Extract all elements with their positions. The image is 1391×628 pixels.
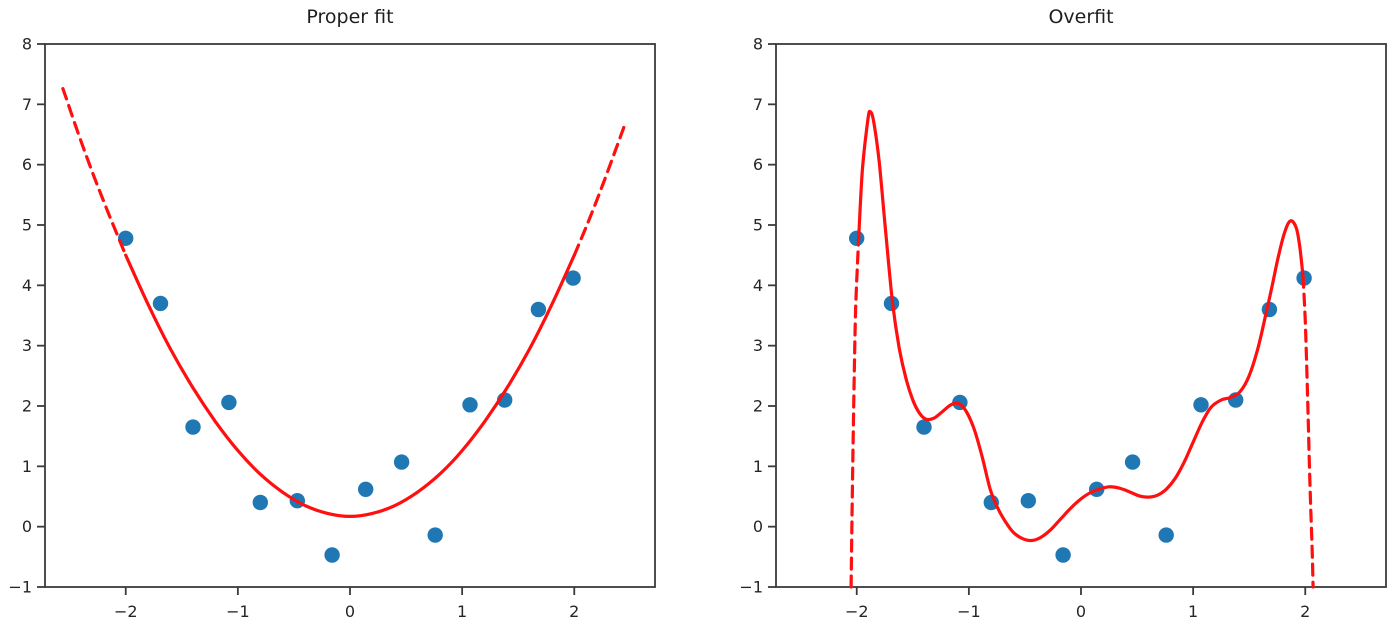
fit-curve-solid (856, 109, 1305, 543)
scatter-point (1055, 547, 1071, 563)
y-tick-label: 3 (22, 336, 32, 355)
x-tick-label: −1 (957, 602, 981, 621)
fit-curve-dashed-left (849, 241, 860, 589)
y-tick-label: 4 (22, 276, 32, 295)
x-tick-label: −1 (226, 602, 250, 621)
y-tick-label: 2 (753, 397, 763, 416)
y-tick-label: −1 (739, 578, 763, 597)
x-tick-label: −2 (845, 602, 869, 621)
scatter-point (1124, 454, 1141, 470)
y-tick-label: 1 (22, 457, 32, 476)
scatter-point (849, 230, 865, 246)
plot-title-proper-fit: Proper fit (306, 6, 394, 28)
y-tick-label: −1 (8, 578, 32, 597)
y-tick-label: 0 (22, 517, 32, 536)
scatter-point (1158, 527, 1174, 543)
fit-curve-dashed-right (572, 120, 628, 257)
y-tick-label: 3 (753, 336, 763, 355)
scatter-point (252, 494, 268, 511)
scatter-point (324, 547, 340, 563)
y-tick-label: 0 (753, 517, 763, 536)
scatter-point (185, 419, 201, 435)
plot-title-overfit: Overfit (1048, 6, 1114, 28)
subplot-0: −2 −1 0 1 2 −1 0 1 2 3 4 5 6 7 8 (8, 35, 656, 621)
x-tick-label: 1 (1188, 602, 1198, 621)
fit-curve-dashed-left (61, 87, 128, 257)
y-tick-label: 6 (753, 155, 763, 174)
y-tick-label: 1 (753, 457, 763, 476)
scatter-point (916, 419, 932, 435)
subplot-1: −2 −1 0 1 2 −1 0 1 2 3 4 5 6 7 8 (739, 35, 1387, 621)
x-tick-label: 0 (345, 602, 355, 621)
axes-box (44, 43, 656, 588)
y-tick-label: 8 (753, 35, 763, 54)
y-tick-label: 8 (22, 35, 32, 54)
scatter-point (393, 454, 410, 470)
y-tick-label: 7 (22, 95, 32, 114)
scatter-point (358, 481, 374, 497)
x-tick-label: 2 (569, 602, 579, 621)
x-tick-label: 1 (457, 602, 467, 621)
fit-curve-solid (124, 253, 576, 518)
scatter-point (530, 301, 547, 318)
scatter-point (1020, 493, 1036, 509)
x-tick-label: 2 (1300, 602, 1310, 621)
y-tick-label: 5 (22, 216, 32, 235)
y-tick-label: 2 (22, 397, 32, 416)
y-tick-label: 4 (753, 276, 763, 295)
y-tick-label: 6 (22, 155, 32, 174)
y-tick-label: 5 (753, 216, 763, 235)
axes-box (775, 43, 1387, 588)
scatter-point (1193, 397, 1209, 413)
scatter-point (221, 394, 237, 411)
scatter-point (427, 527, 443, 543)
scatter-point (565, 270, 581, 286)
scatter-point (152, 295, 169, 312)
fit-curve-dashed-right (1301, 274, 1315, 589)
y-tick-label: 7 (753, 95, 763, 114)
x-tick-label: −2 (114, 602, 138, 621)
scatter-point (462, 397, 478, 413)
x-tick-label: 0 (1076, 602, 1086, 621)
